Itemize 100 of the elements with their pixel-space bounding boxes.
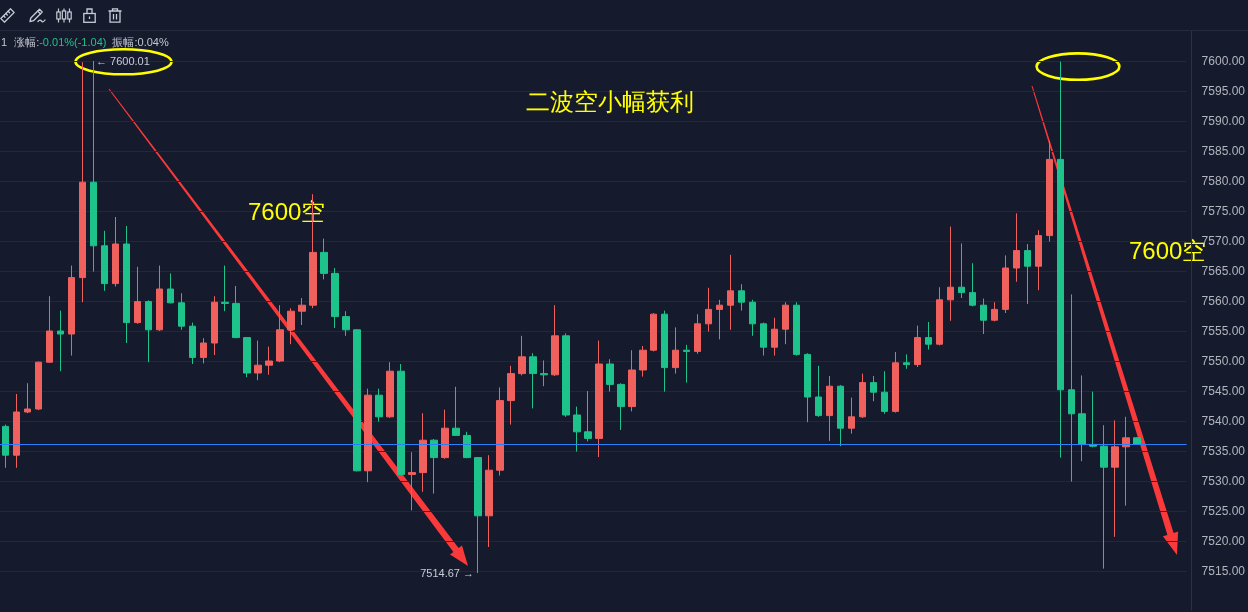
candlestick	[573, 406, 581, 453]
y-tick-label: 7525.00	[1201, 504, 1246, 518]
candlestick	[287, 307, 295, 345]
candlestick	[134, 266, 141, 325]
annotation: 7514.67 →	[420, 567, 474, 579]
candlestick	[2, 424, 9, 469]
candlestick	[826, 375, 833, 442]
candlestick	[903, 353, 910, 370]
y-tick-label: 7600.00	[1201, 54, 1246, 68]
candlestick	[189, 322, 196, 365]
candlestick	[540, 359, 548, 387]
candlestick	[112, 216, 119, 288]
candlestick	[123, 225, 130, 344]
candlestick	[606, 358, 614, 393]
candlestick	[683, 344, 690, 384]
candlestick	[936, 286, 943, 346]
candlestick	[1111, 419, 1119, 538]
candlestick	[243, 336, 251, 378]
candlestick	[298, 297, 306, 326]
candlestick	[1133, 436, 1141, 446]
candlestick	[881, 370, 888, 415]
candlestick	[101, 230, 108, 292]
candlestick	[57, 310, 64, 372]
candlestick	[749, 299, 756, 337]
candlestick	[991, 301, 998, 322]
candlestick	[254, 340, 262, 381]
candlestick	[1100, 424, 1108, 570]
y-tick-label: 7545.00	[1201, 384, 1246, 398]
candlestick	[452, 386, 460, 437]
candlestick	[694, 313, 701, 355]
candlestick	[705, 287, 712, 333]
candlestick	[145, 299, 152, 363]
candlestick	[617, 382, 625, 431]
candlestick	[584, 390, 592, 442]
y-tick-label: 7535.00	[1201, 444, 1246, 458]
candlestick	[221, 265, 229, 312]
candlestick	[13, 393, 20, 469]
candlestick	[364, 388, 372, 483]
candlestick	[551, 304, 559, 377]
candlestick	[331, 267, 339, 329]
candlestick	[969, 262, 976, 307]
candlestick	[793, 301, 800, 357]
candlestick	[24, 382, 31, 414]
candlestick	[1078, 374, 1086, 462]
candlestick	[1122, 416, 1130, 507]
candlestick	[771, 317, 778, 357]
y-tick-label: 7590.00	[1201, 114, 1246, 128]
candlestick	[90, 60, 97, 273]
candlestick	[639, 345, 647, 378]
candlestick	[1035, 229, 1042, 291]
y-tick-label: 7595.00	[1201, 84, 1246, 98]
annotation: 1	[1, 35, 8, 49]
annotation: ← 7600.01	[96, 55, 150, 67]
candlestick	[672, 326, 679, 375]
candlestick	[914, 325, 921, 368]
candlestick	[529, 352, 537, 409]
annotation: 振幅:0.04%	[112, 35, 169, 49]
candlestick	[661, 310, 668, 393]
y-tick-label: 7575.00	[1201, 204, 1246, 218]
candlestick	[595, 340, 603, 458]
candlestick	[727, 254, 734, 331]
y-tick-label: 7555.00	[1201, 324, 1246, 338]
candlestick	[1013, 212, 1020, 283]
candlestick	[211, 295, 218, 356]
y-tick-label: 7585.00	[1201, 144, 1246, 158]
candlestick	[628, 349, 636, 412]
candlestick	[342, 310, 350, 337]
candlestick	[68, 265, 75, 357]
candlestick	[320, 238, 328, 280]
candlestick	[35, 361, 42, 411]
candlestick	[804, 352, 811, 423]
candlestick	[947, 226, 954, 322]
candlestick	[650, 312, 657, 352]
annotation: 涨幅:	[14, 35, 40, 49]
candlestick	[1046, 140, 1053, 243]
candlestick	[397, 363, 405, 476]
y-tick-label: 7530.00	[1201, 474, 1246, 488]
candlestick	[1068, 293, 1075, 483]
y-tick-label: 7520.00	[1201, 534, 1246, 548]
candlestick	[430, 438, 438, 495]
candlestick	[1024, 243, 1031, 305]
candlestick	[386, 361, 394, 419]
candlestick	[848, 397, 855, 435]
candlestick	[485, 454, 493, 548]
y-tick-label: 7560.00	[1201, 294, 1246, 308]
candlestick	[892, 351, 899, 414]
candlestick	[474, 456, 482, 574]
candlestick	[837, 384, 844, 447]
candlestick	[46, 295, 53, 364]
candlestick	[859, 373, 866, 419]
candlestick	[760, 322, 767, 357]
candlestick	[980, 298, 987, 335]
candlestick	[507, 365, 515, 426]
candlestick	[375, 388, 383, 423]
candlestick	[815, 365, 822, 418]
candlestick	[265, 346, 273, 376]
candlestick	[1002, 254, 1009, 314]
text: 二波空小幅获利	[526, 87, 694, 115]
annotation: -0.01%(-1.04)	[39, 35, 107, 49]
candlestick	[353, 328, 361, 472]
